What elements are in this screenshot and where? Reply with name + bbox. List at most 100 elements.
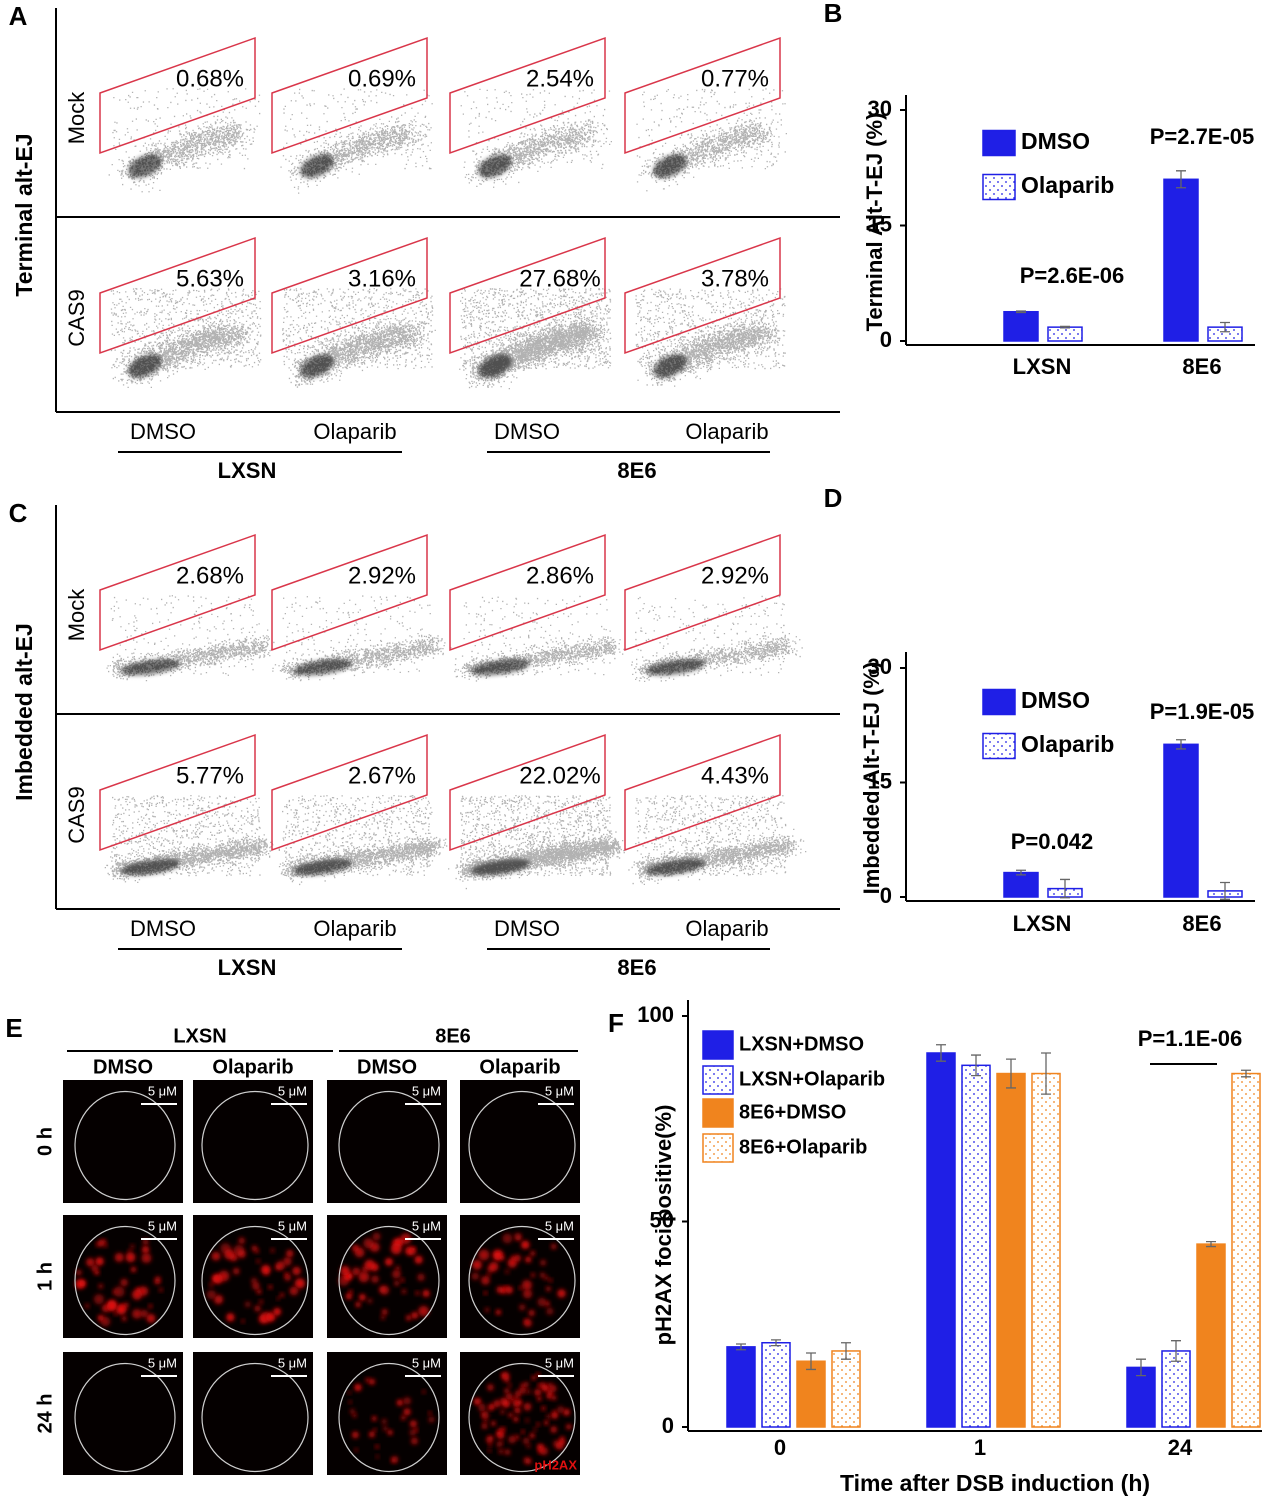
focus: [483, 1418, 488, 1423]
column-label: DMSO: [494, 916, 560, 941]
row-label: CAS9: [64, 786, 89, 843]
y-tick-label: 0: [662, 1413, 674, 1438]
column-label: DMSO: [494, 419, 560, 444]
focus: [141, 1245, 150, 1254]
focus: [478, 1249, 490, 1261]
focus: [373, 1428, 377, 1432]
focus: [121, 1316, 127, 1322]
scale-bar-label: 5 μM: [278, 1355, 307, 1370]
focus: [270, 1248, 275, 1253]
focus: [98, 1283, 104, 1289]
focus: [546, 1414, 551, 1420]
cloud-core: [645, 859, 706, 876]
gate-percentage: 0.69%: [348, 65, 416, 92]
focus: [403, 1408, 411, 1416]
focus: [530, 1272, 536, 1278]
focus: [224, 1249, 235, 1260]
focus: [495, 1309, 502, 1315]
bar: [1126, 1366, 1156, 1428]
x-tick-label: LXSN: [1013, 354, 1072, 379]
bar: [831, 1350, 861, 1428]
gate: [624, 733, 781, 852]
legend-swatch: [702, 1133, 734, 1163]
x-tick-label: 1: [974, 1435, 986, 1460]
error-bar: [1006, 1058, 1016, 1089]
cloud-core: [478, 354, 512, 378]
focus: [486, 1273, 491, 1277]
focus: [387, 1429, 393, 1436]
gate: [271, 533, 428, 652]
group-label: LXSN: [218, 955, 277, 980]
scale-bar-label: 5 μM: [278, 1083, 307, 1098]
scatter-cloud: [282, 288, 436, 388]
y-tick-label: 15: [868, 211, 892, 236]
focus: [521, 1240, 530, 1250]
focus: [395, 1265, 401, 1271]
focus: [417, 1273, 425, 1281]
focus: [345, 1293, 353, 1300]
focus: [501, 1427, 506, 1432]
legend-label: LXSN+DMSO: [739, 1033, 864, 1055]
focus: [548, 1278, 553, 1283]
focus: [504, 1449, 511, 1455]
cell-outline: [201, 1362, 309, 1473]
focus: [372, 1232, 381, 1241]
gate-percentage: 0.77%: [701, 65, 769, 92]
focus: [418, 1305, 429, 1317]
gate: [624, 36, 781, 155]
focus: [279, 1293, 285, 1298]
annotation: P=2.6E-06: [1020, 263, 1125, 288]
bar: [1047, 326, 1083, 342]
cell-outline: [338, 1090, 440, 1201]
annotation: P=2.7E-05: [1150, 124, 1255, 149]
column-label: DMSO: [130, 419, 196, 444]
focus: [530, 1250, 536, 1256]
gate: [624, 533, 781, 652]
focus: [348, 1400, 352, 1404]
focus: [559, 1436, 565, 1441]
focus: [351, 1431, 359, 1439]
panel-letter: E: [5, 1013, 22, 1043]
focus: [251, 1245, 258, 1252]
focus: [514, 1232, 522, 1241]
bar: [1003, 871, 1039, 898]
group-label: LXSN: [173, 1025, 226, 1047]
cell-outline: [201, 1090, 309, 1201]
focus: [556, 1406, 565, 1414]
focus: [481, 1411, 490, 1419]
focus: [411, 1246, 416, 1252]
focus: [266, 1312, 276, 1322]
focus: [415, 1291, 420, 1296]
bar: [1161, 1350, 1191, 1428]
focus: [471, 1272, 480, 1280]
micrograph: [63, 1080, 183, 1203]
focus: [533, 1427, 537, 1432]
focus: [545, 1286, 551, 1292]
scale-bar-label: 5 μM: [412, 1218, 441, 1233]
focus: [508, 1435, 516, 1444]
focus: [501, 1371, 510, 1380]
focus: [544, 1420, 549, 1425]
gate: [449, 733, 606, 852]
column-label: Olaparib: [479, 1056, 560, 1078]
focus: [375, 1454, 380, 1459]
focus: [394, 1280, 400, 1286]
focus: [525, 1418, 530, 1423]
focus: [392, 1269, 401, 1279]
focus: [541, 1384, 548, 1391]
x-tick-label: LXSN: [1013, 911, 1072, 936]
legend-label: 8E6+Olaparib: [739, 1136, 867, 1158]
focus: [400, 1278, 405, 1282]
focus: [113, 1286, 125, 1297]
gate-percentage: 2.68%: [176, 562, 244, 589]
x-axis-label: Time after DSB induction (h): [840, 1470, 1150, 1496]
gate: [99, 36, 256, 155]
focus: [352, 1267, 361, 1276]
cell-outline: [74, 1225, 176, 1336]
focus: [103, 1243, 108, 1248]
focus: [142, 1238, 149, 1245]
focus: [97, 1239, 105, 1247]
bar: [1231, 1072, 1261, 1428]
focus: [477, 1403, 486, 1412]
focus: [213, 1274, 223, 1284]
